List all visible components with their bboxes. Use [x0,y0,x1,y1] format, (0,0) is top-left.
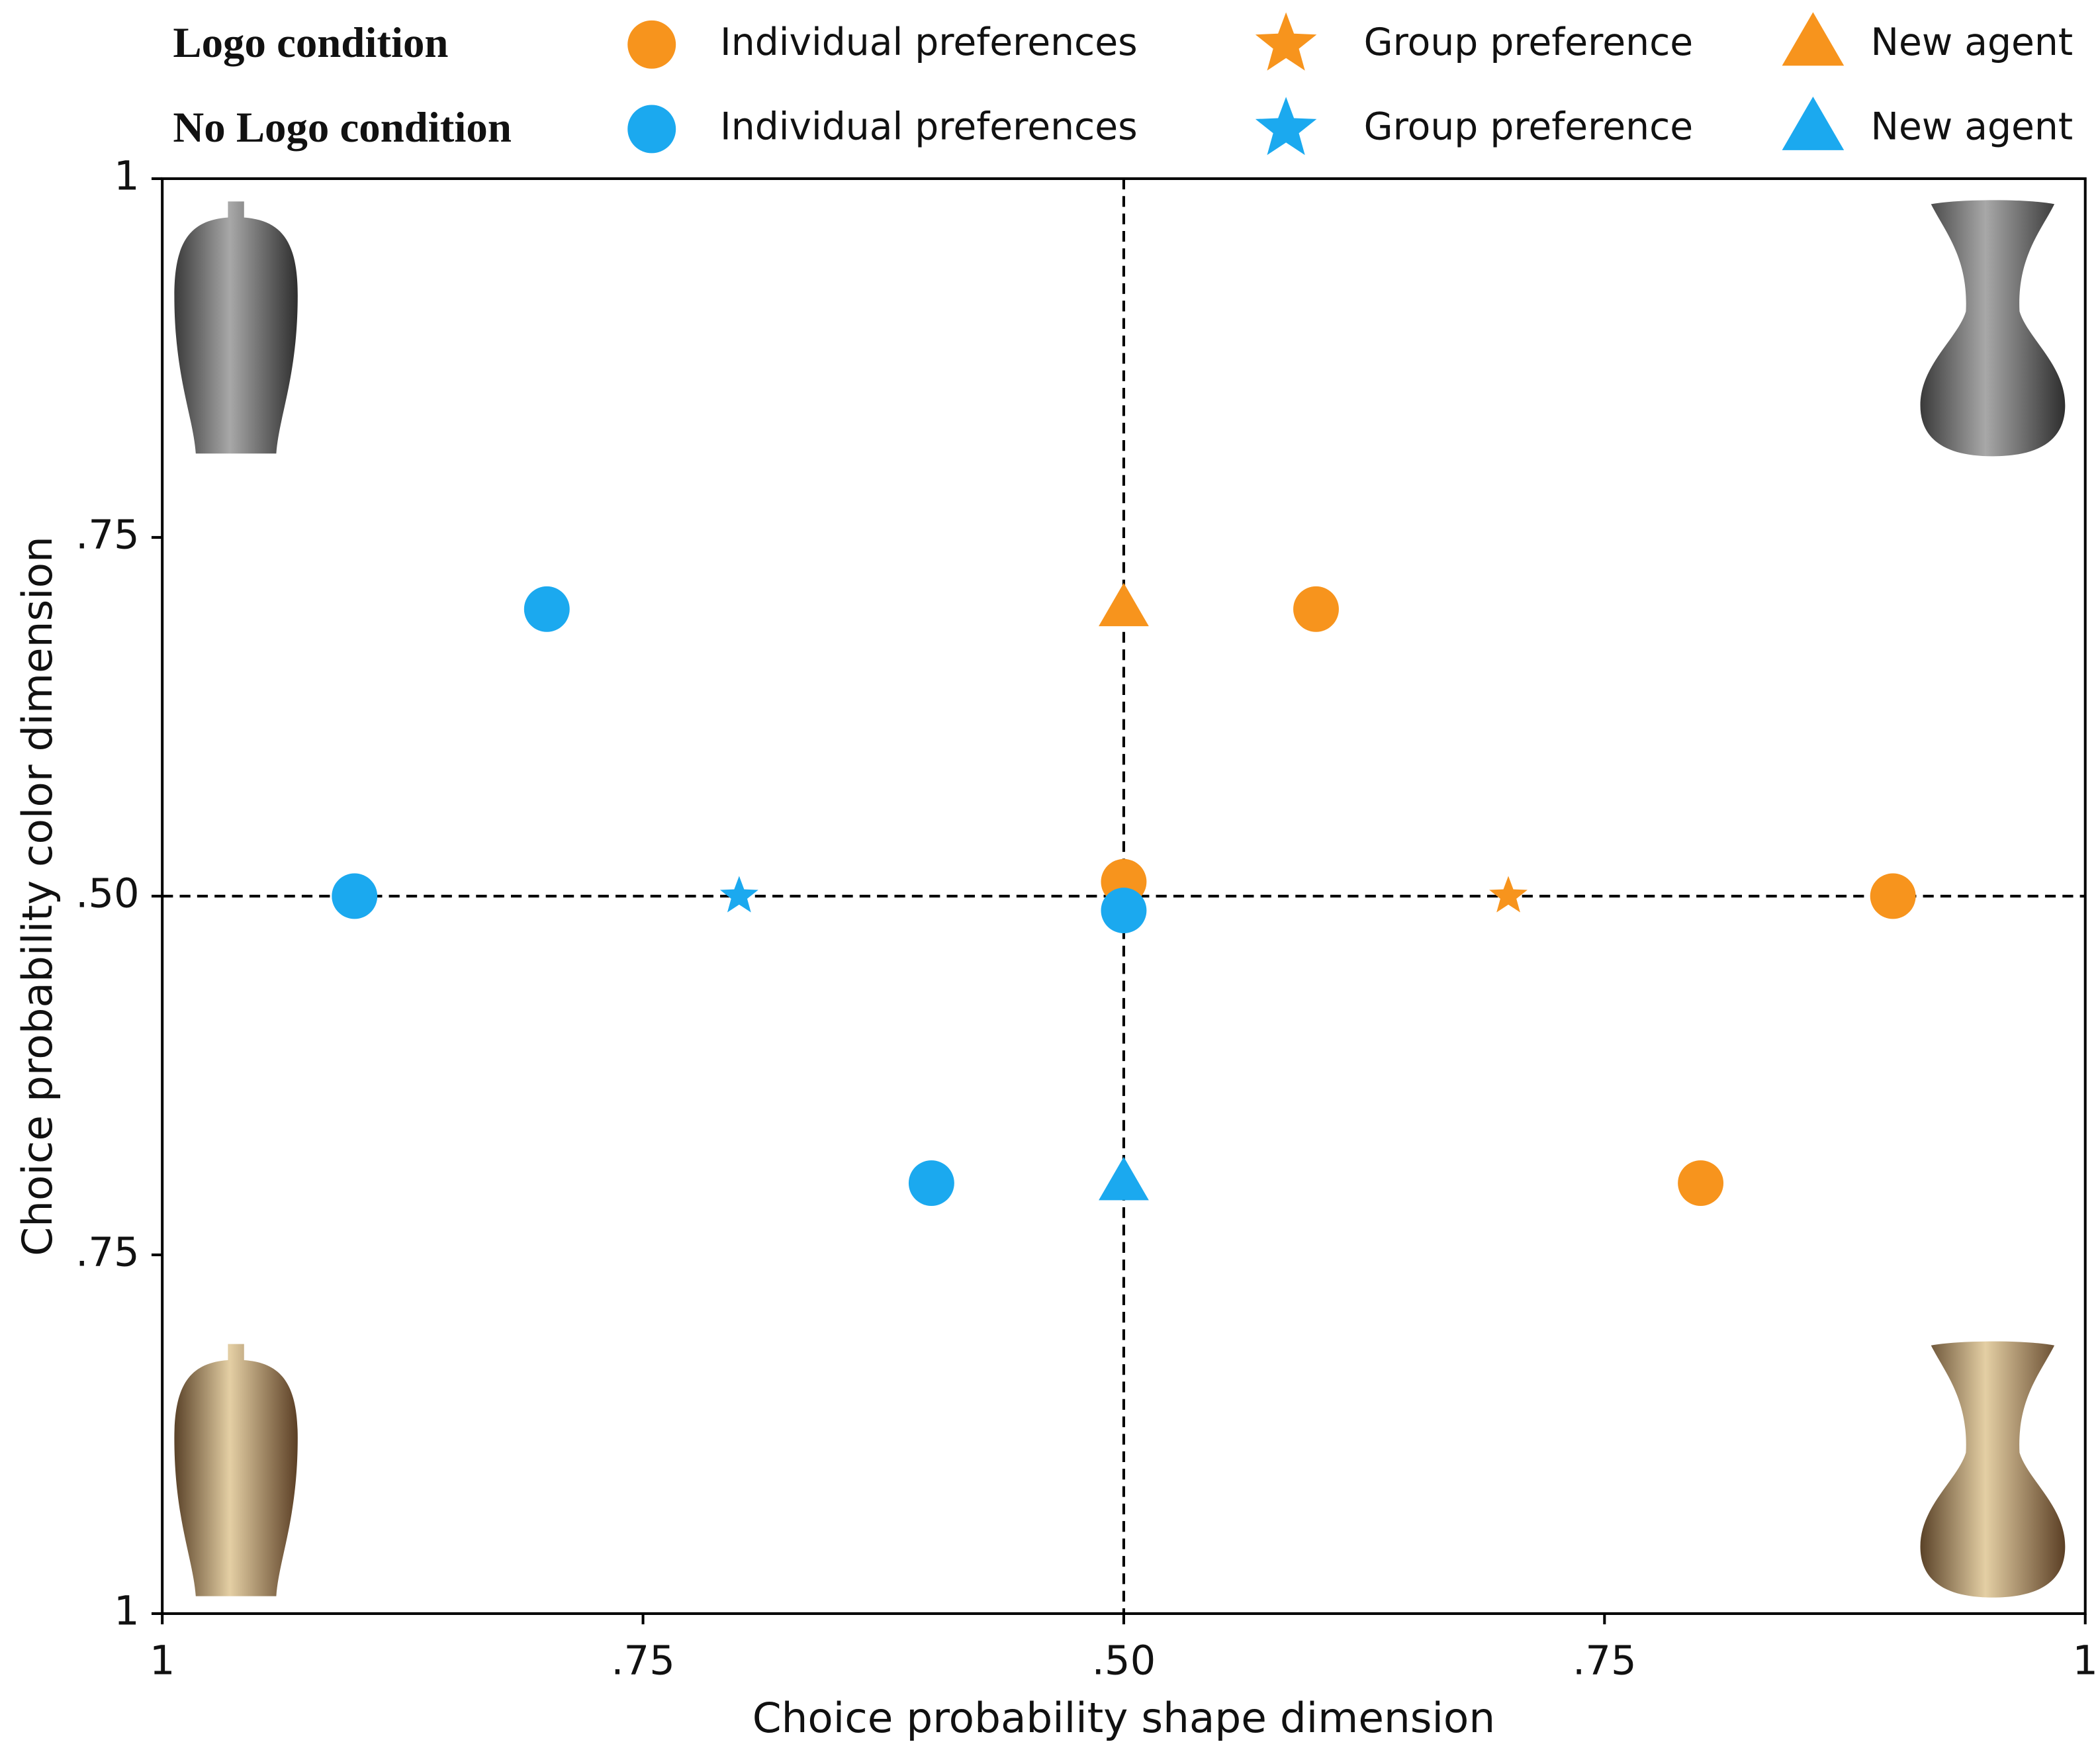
legend-marker [1782,97,1845,150]
x-tick-label: 1 [2072,1638,2098,1684]
y-tick-label: 1 [114,1588,140,1635]
point [908,1160,954,1206]
point [1099,1156,1149,1201]
y-tick-label: .50 [75,871,140,917]
legend-label: Individual preferences [720,105,1138,149]
y-axis-label: Choice probability color dimension [13,536,62,1256]
legend-label: Individual preferences [720,21,1138,64]
x-tick-label: .50 [1092,1638,1156,1684]
point [1489,876,1528,913]
legend-label: New agent [1871,21,2074,64]
vase-icon [174,1344,298,1596]
legend-marker [627,105,676,154]
vase-icon [1920,200,2066,457]
point [1101,888,1147,934]
y-tick-label: .75 [75,512,140,559]
point [1293,586,1339,632]
point [1678,1160,1724,1206]
legend-group-label: No Logo condition [173,104,512,152]
legend-marker [1255,97,1317,156]
x-tick-label: 1 [150,1638,175,1684]
y-tick-label: .75 [75,1230,140,1276]
x-tick-label: .75 [611,1638,675,1684]
legend-marker [627,20,676,69]
point [524,586,570,632]
x-tick-label: .75 [1573,1638,1637,1684]
legend-label: Group preference [1364,105,1694,149]
x-axis-label: Choice probability shape dimension [753,1694,1495,1742]
legend-label: New agent [1871,105,2074,149]
vase-icon [1920,1341,2066,1598]
vase-icon [174,201,298,454]
legend-label: Group preference [1364,21,1694,64]
point [1099,582,1149,627]
legend-group-label: Logo condition [173,19,448,67]
legend-marker [1255,12,1317,71]
legend-marker [1782,12,1845,66]
y-tick-label: 1 [114,154,140,200]
point [719,876,758,913]
point [1870,873,1916,919]
point [332,873,378,919]
